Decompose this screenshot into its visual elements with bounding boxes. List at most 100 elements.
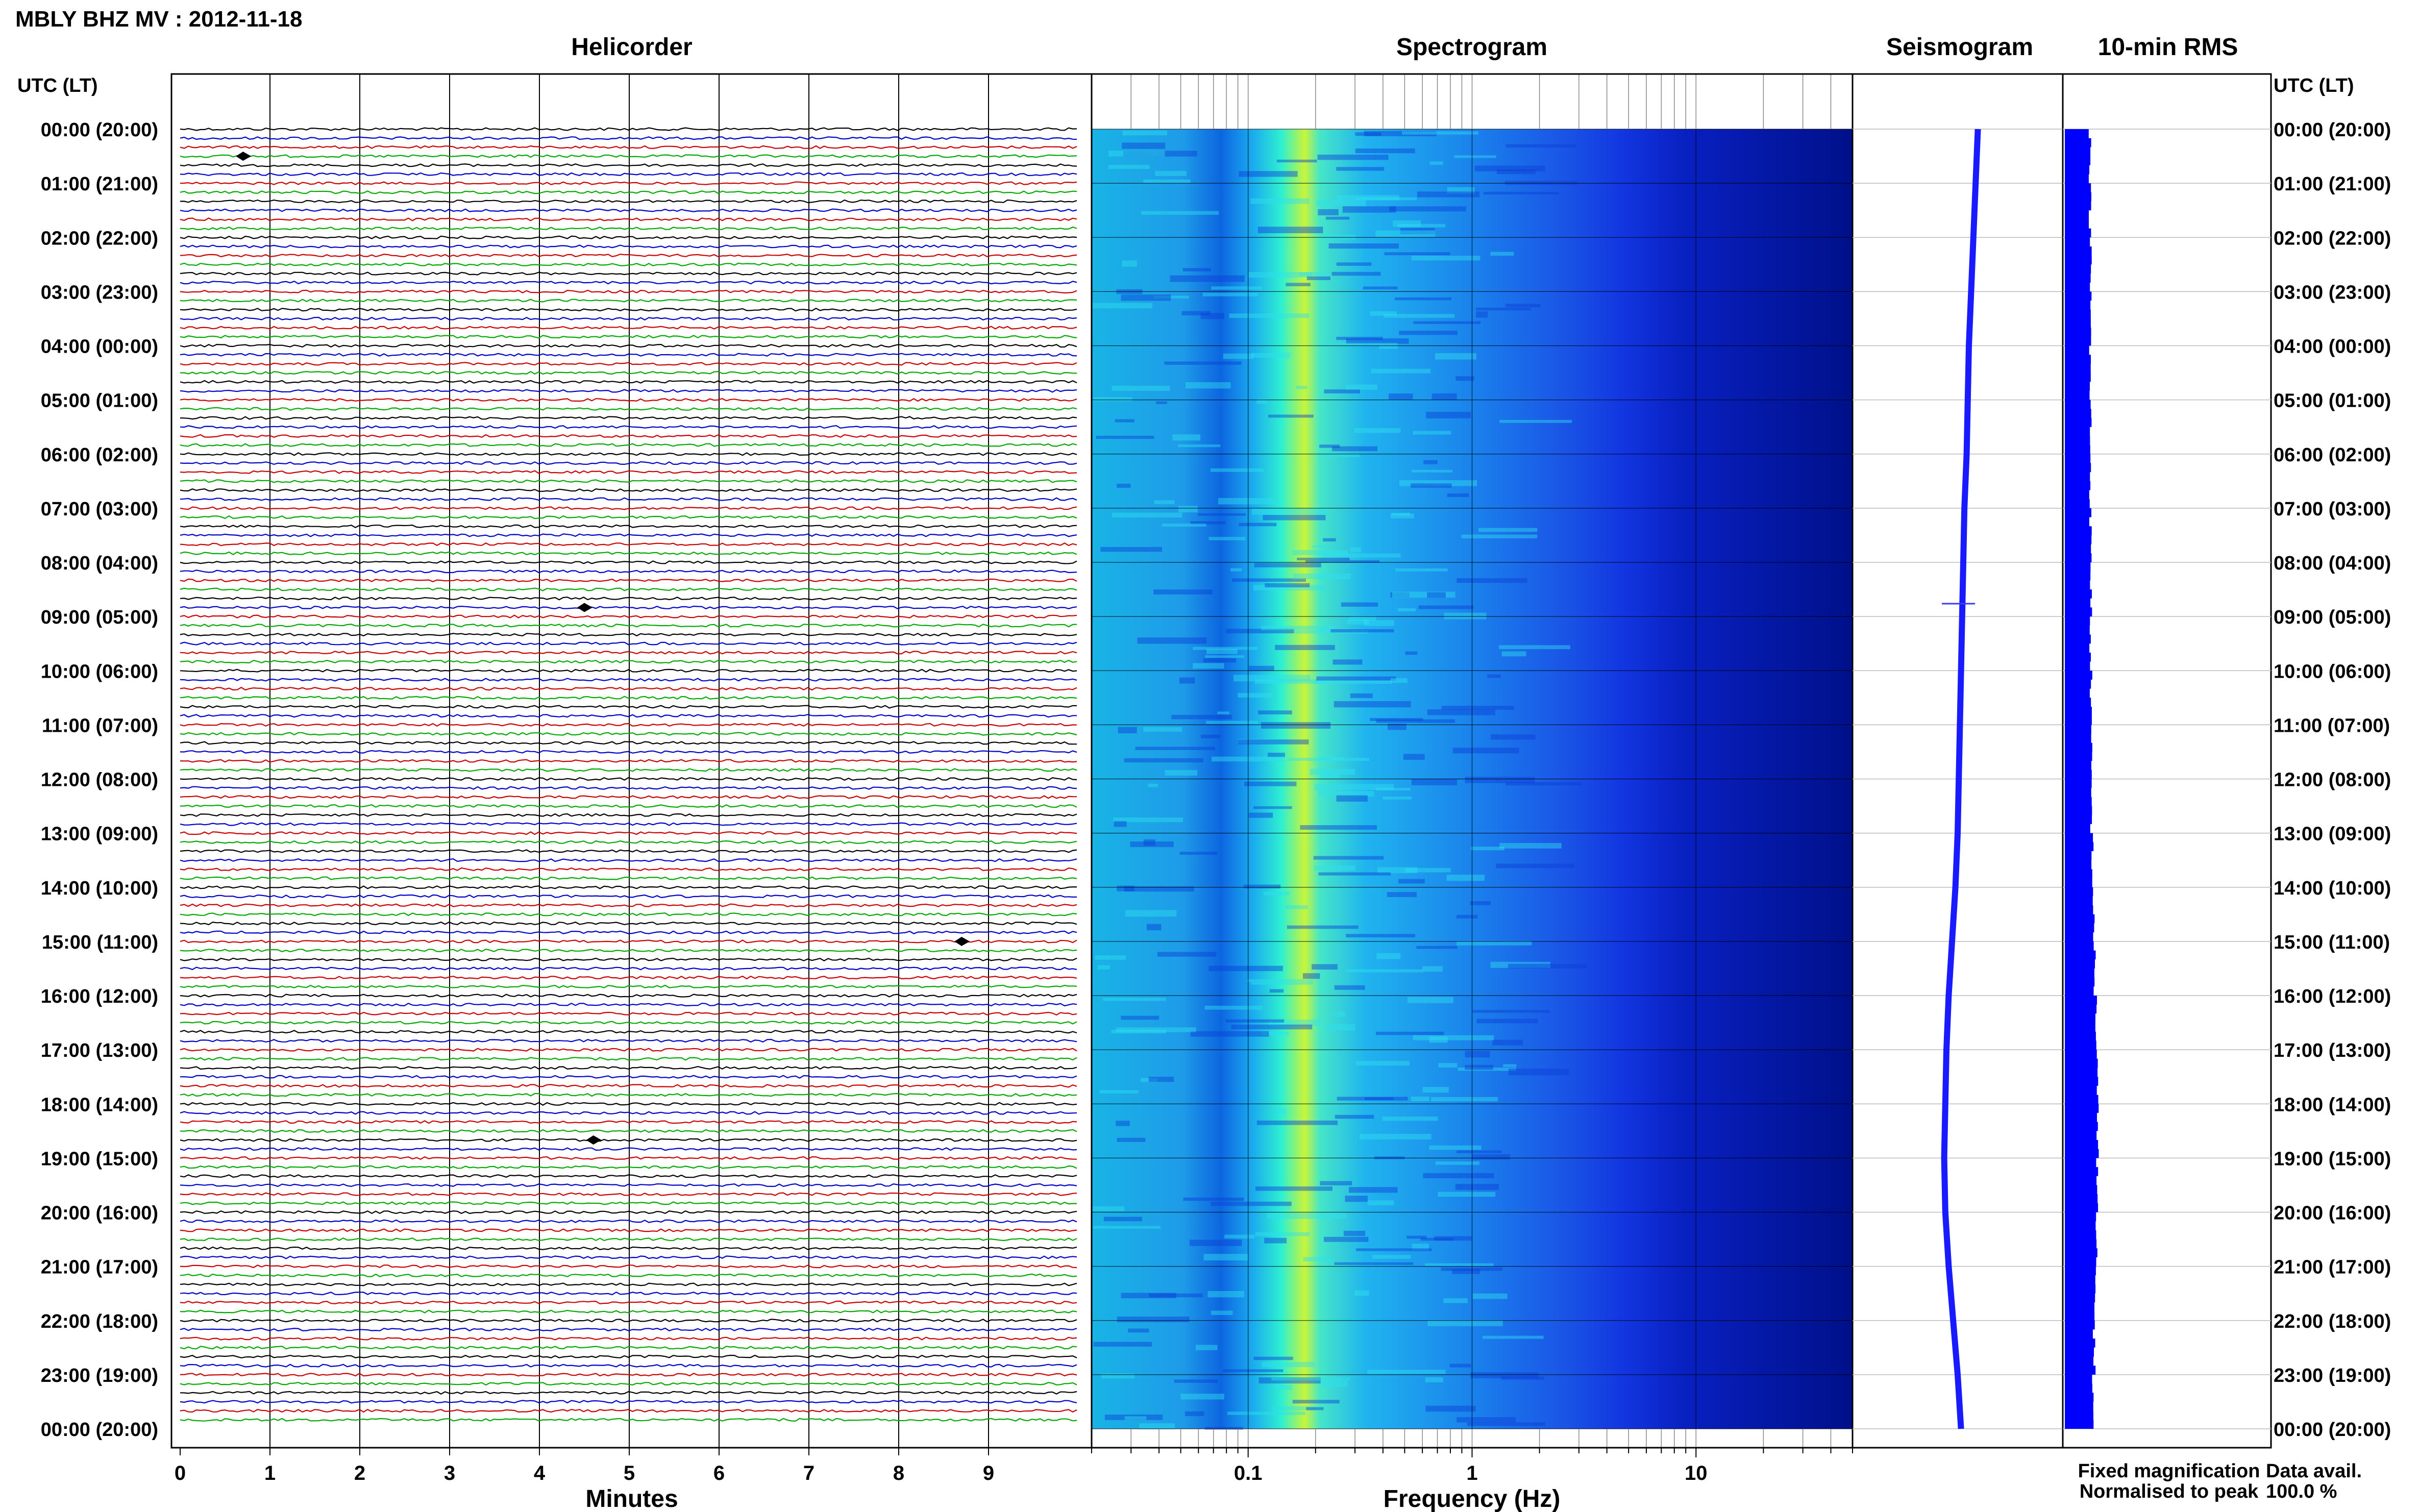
spectrogram-streak: [1376, 719, 1455, 723]
helicorder-trace: [180, 380, 1077, 384]
helicorder-events: [236, 152, 970, 1145]
helicorder-trace: [180, 1183, 1077, 1187]
spectrogram-streak: [1189, 1240, 1242, 1246]
spectrogram-streak: [1424, 1263, 1494, 1267]
time-label-left: 18:00 (14:00): [41, 1094, 158, 1116]
helicorder-trace: [180, 551, 1077, 556]
spectrogram-streak: [1265, 583, 1310, 588]
spectrogram-streak: [1314, 865, 1355, 871]
helicorder-trace: [180, 795, 1077, 799]
helicorder-trace: [180, 876, 1077, 880]
helicorder-trace: [180, 1021, 1077, 1025]
spectrogram-streak: [1193, 647, 1258, 650]
time-label-left: 20:00 (16:00): [41, 1203, 158, 1224]
spectrogram-streak: [1312, 545, 1327, 548]
time-label-right: 19:00 (15:00): [2274, 1148, 2391, 1170]
spectrogram-streak: [1263, 515, 1326, 520]
spectrogram-streak: [1334, 985, 1365, 990]
helicorder-trace: [180, 226, 1077, 231]
spectrogram-streak: [1355, 148, 1415, 154]
spectrogram-streak: [1118, 727, 1137, 733]
spectrogram-streak: [1314, 680, 1392, 684]
spectrogram-streak: [1253, 585, 1326, 591]
spectrogram-streak: [1399, 480, 1477, 486]
helicorder-trace: [180, 470, 1077, 474]
spectrogram-streak: [1435, 353, 1476, 360]
spectrogram-streak: [1330, 629, 1394, 633]
spectrogram-streak: [1320, 1181, 1352, 1185]
spectrogram-streak: [1262, 1362, 1316, 1367]
spectrogram-streak: [1139, 1423, 1175, 1430]
spectrogram-streak: [1121, 1293, 1176, 1299]
time-label-right: 10:00 (06:00): [2274, 661, 2391, 682]
spectrogram-streak: [1318, 790, 1374, 797]
spectrogram-streak: [1211, 1201, 1292, 1206]
helicorder-trace: [180, 957, 1077, 961]
spectrogram-streak: [1332, 659, 1363, 665]
helicorder-trace: [180, 1201, 1077, 1205]
spectrogram-streak: [1364, 1097, 1394, 1100]
time-label-right: 15:00 (11:00): [2274, 932, 2390, 953]
spectrogram-streak: [1416, 946, 1458, 949]
normalised-to-peak-label: Normalised to peak: [2080, 1481, 2259, 1502]
helicorder-trace: [180, 1237, 1077, 1242]
spectrogram-streak: [1331, 446, 1377, 452]
spectrogram-streak: [1322, 553, 1401, 558]
spectrogram-streak: [1239, 171, 1298, 177]
spectrogram-streak: [1334, 701, 1411, 708]
helicorder-trace: [180, 389, 1077, 393]
helicorder-traces: [180, 127, 1077, 1422]
data-avail-value: 100.0 %: [2266, 1481, 2337, 1502]
spectrogram-streak: [1346, 619, 1369, 625]
time-label-left: 12:00 (08:00): [41, 770, 158, 791]
helicorder-trace: [180, 515, 1077, 519]
helicorder-trace: [180, 533, 1077, 537]
time-label-right: 02:00 (22:00): [2274, 228, 2391, 249]
spectrogram-streak: [1336, 795, 1368, 802]
spectrogram-streak: [1412, 1244, 1429, 1250]
helicorder-trace: [180, 659, 1077, 664]
spectrogram-streak: [1203, 658, 1237, 663]
spectrogram-streak: [1099, 1090, 1139, 1094]
time-label-left: 03:00 (23:00): [41, 282, 158, 303]
helicorder-trace: [180, 416, 1077, 420]
spectrogram-streak: [1249, 665, 1274, 671]
helicorder-tick-label: 9: [983, 1462, 994, 1484]
spectrogram-streak: [1101, 1373, 1135, 1379]
spectrogram-streak: [1402, 131, 1478, 135]
spectrogram-streak: [1376, 953, 1401, 959]
station-title: MBLY BHZ MV : 2012-11-18: [15, 7, 302, 32]
spectrogram-streak: [1314, 784, 1394, 790]
spectrogram-streak: [1363, 286, 1398, 290]
spectrogram-streak: [1303, 1257, 1332, 1261]
spectrogram-streak: [1165, 770, 1198, 776]
spectrogram-streak: [1123, 151, 1197, 157]
helicorder-trace: [180, 479, 1077, 483]
time-label-left: 01:00 (21:00): [41, 173, 158, 195]
helicorder-trace: [180, 425, 1077, 429]
spectrogram-streak: [1249, 812, 1273, 818]
spectrogram-streak: [1275, 1108, 1287, 1114]
spectrogram-streak: [1434, 1236, 1472, 1241]
spectrogram-streak: [1251, 982, 1314, 985]
helicorder-trace: [180, 1391, 1077, 1395]
spectrogram-streak: [1247, 979, 1314, 982]
helicorder-trace: [180, 335, 1077, 339]
spectrogram-streak: [1267, 1212, 1347, 1219]
helicorder-trace: [180, 1210, 1077, 1214]
spectrogram-streak: [1417, 191, 1479, 197]
spectrogram-streak: [1395, 568, 1448, 572]
spectrogram-streak: [1331, 271, 1381, 276]
spectrogram-streak: [1371, 368, 1431, 374]
spectrogram-streak: [1354, 1290, 1369, 1296]
helicorder-trace: [180, 154, 1077, 158]
spectrogram-streak: [1499, 843, 1562, 849]
helicorder-trace: [180, 966, 1077, 971]
spectrogram-streak: [1135, 747, 1216, 750]
spectrogram-streak: [1268, 753, 1285, 757]
spectrogram-streak: [1310, 769, 1355, 775]
data-avail-label: Data avail.: [2266, 1460, 2362, 1482]
helicorder-trace: [180, 506, 1077, 510]
time-label-left: 21:00 (17:00): [41, 1257, 158, 1278]
spectrogram-streak: [1117, 1137, 1146, 1142]
